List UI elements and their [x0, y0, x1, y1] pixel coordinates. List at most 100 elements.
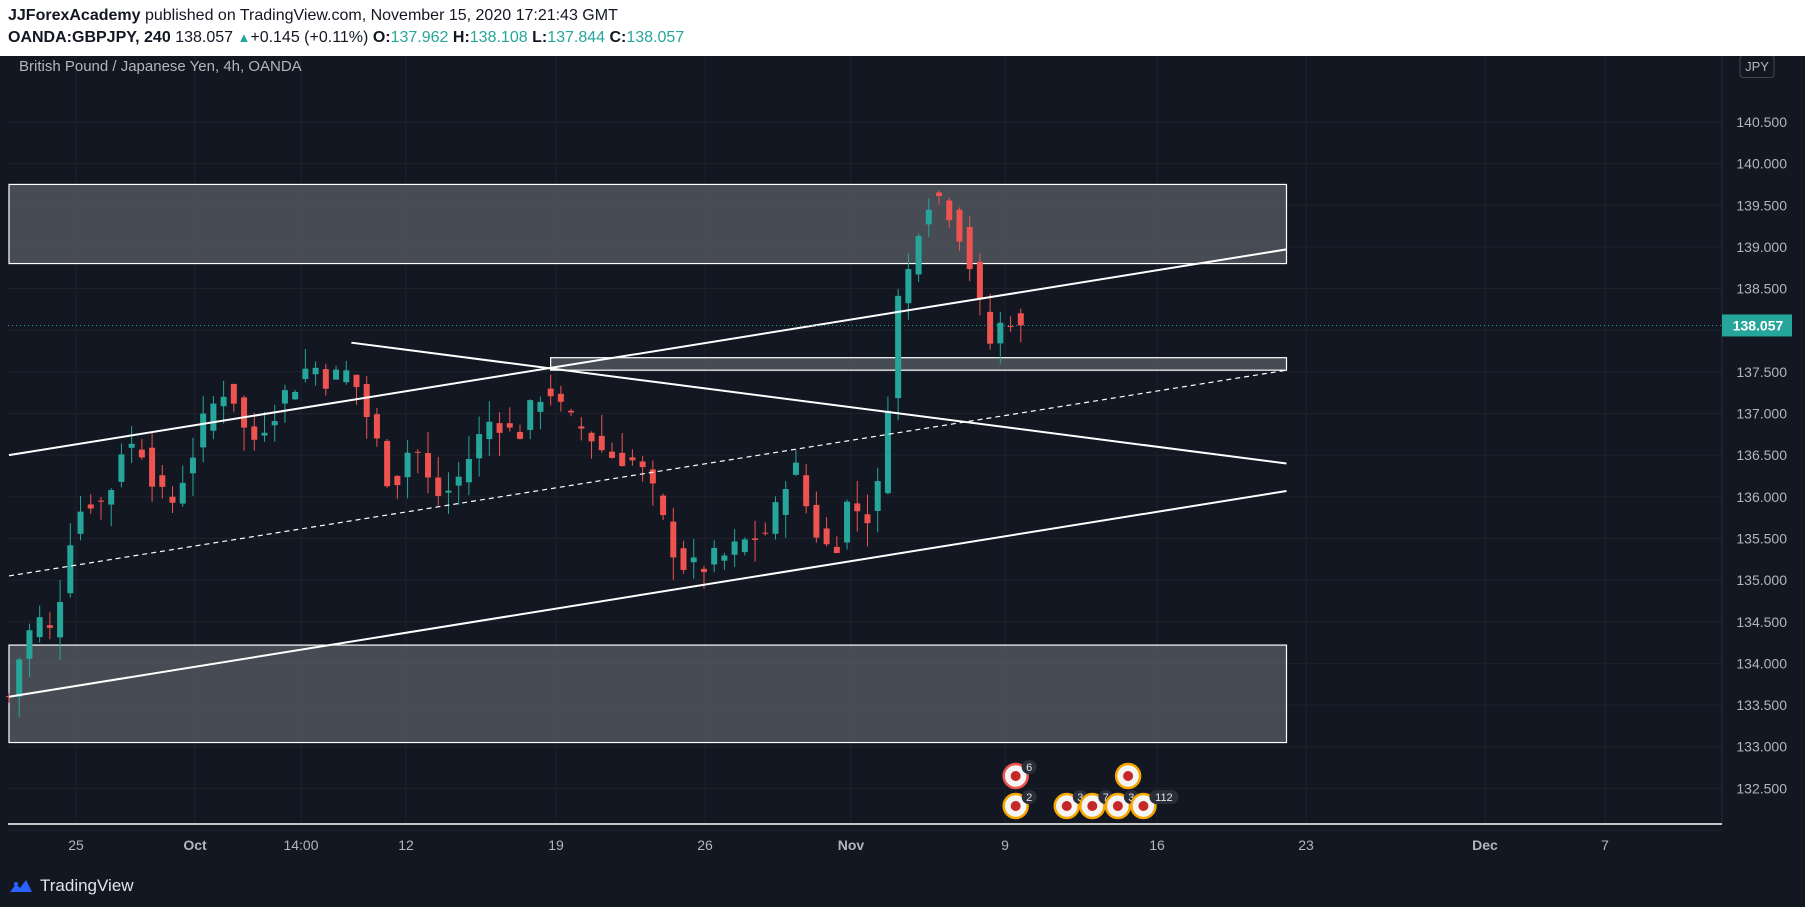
- candle: [57, 580, 64, 660]
- candle: [189, 437, 196, 496]
- candle-body: [946, 200, 953, 221]
- flag-center: [1138, 801, 1149, 811]
- author-name[interactable]: JJForexAcademy: [8, 7, 141, 24]
- candle-body: [629, 457, 636, 461]
- candle-body: [271, 421, 278, 426]
- candle: [77, 495, 84, 541]
- candle: [455, 461, 462, 506]
- candle-body: [118, 454, 125, 482]
- candle-body: [874, 481, 881, 511]
- candle: [108, 488, 115, 527]
- candle-body: [373, 414, 380, 439]
- candle: [997, 311, 1004, 364]
- candle: [711, 540, 718, 573]
- candle-body: [731, 541, 738, 555]
- candle-body: [772, 502, 779, 534]
- event-count-label: 112: [1155, 792, 1173, 804]
- candle: [823, 517, 830, 547]
- last-price: 138.057: [175, 29, 234, 46]
- currency-label: JPY: [1745, 59, 1769, 74]
- candle-body: [987, 311, 994, 344]
- candle: [373, 407, 380, 447]
- candle-body: [384, 440, 391, 487]
- candle-body: [404, 452, 411, 478]
- supply-demand-zones: [8, 183, 1288, 744]
- event-count-badge: [1021, 790, 1037, 804]
- last-price-tag-bg: [1722, 314, 1792, 337]
- tradingview-logo[interactable]: TradingView: [8, 876, 134, 896]
- candle-body: [854, 503, 861, 512]
- price-tick-label: 139.500: [1736, 197, 1787, 213]
- economic-event-marker: 3: [1104, 790, 1139, 820]
- candle-body: [108, 490, 115, 505]
- candle-body: [557, 393, 564, 402]
- candle: [925, 198, 932, 237]
- candle: [435, 456, 442, 506]
- zone-rect: [8, 644, 1288, 744]
- candle-body: [803, 475, 810, 507]
- candle: [496, 412, 503, 456]
- footer: TradingView: [0, 866, 1805, 907]
- candle: [557, 385, 564, 412]
- candle: [476, 416, 483, 477]
- candle: [608, 442, 615, 459]
- candle-body: [578, 426, 585, 429]
- currency-badge[interactable]: JPY: [1739, 56, 1775, 78]
- price-tick-label: 133.000: [1736, 739, 1787, 755]
- candle: [241, 395, 248, 451]
- candle: [1007, 316, 1014, 332]
- chart-area[interactable]: 140.500 140.000 139.500 139.000 138.500 138.0…: [0, 56, 1805, 866]
- low-value: 137.844: [547, 29, 606, 46]
- candle-body: [77, 511, 84, 534]
- candle: [976, 253, 983, 316]
- flag-center: [1112, 801, 1123, 811]
- last-price-tag: 138.057: [1722, 314, 1792, 337]
- candle-body: [792, 462, 799, 475]
- candle-body: [547, 388, 554, 397]
- price-tick-label: 137.000: [1736, 406, 1787, 422]
- candle: [404, 440, 411, 499]
- candle-body: [823, 528, 830, 545]
- candle: [159, 465, 166, 499]
- price-tick-label: 140.000: [1736, 156, 1787, 172]
- candle: [363, 376, 370, 439]
- candle: [721, 552, 728, 570]
- candle-body: [976, 261, 983, 298]
- price-chart[interactable]: 140.500 140.000 139.500 139.000 138.500 138.0…: [0, 56, 1805, 866]
- candle-body: [26, 630, 33, 659]
- candle: [251, 412, 258, 451]
- candle: [46, 612, 53, 640]
- candle-body: [537, 401, 544, 412]
- economic-event-marker: 7: [1079, 790, 1114, 820]
- candle: [936, 190, 943, 205]
- candle: [660, 493, 667, 520]
- published-text: published on TradingView.com, November 1…: [144, 7, 618, 24]
- candle: [261, 411, 268, 442]
- candle: [384, 438, 391, 488]
- candle-body: [281, 390, 288, 404]
- candle: [915, 233, 922, 283]
- candle: [752, 520, 759, 562]
- event-count-badge: [1021, 760, 1037, 774]
- event-markers: 6 2 3 7 3 112: [1002, 760, 1179, 820]
- candle: [649, 460, 656, 506]
- candle: [16, 657, 23, 718]
- candle-body: [711, 547, 718, 565]
- candle: [26, 623, 33, 677]
- candle: [394, 475, 401, 500]
- candle-body: [568, 410, 575, 413]
- candle-body: [690, 557, 697, 563]
- candle-body: [925, 209, 932, 225]
- candle-body: [752, 538, 759, 540]
- candle-body: [445, 490, 452, 493]
- candle-body: [292, 391, 299, 400]
- candle: [465, 436, 472, 496]
- candle-body: [639, 461, 646, 468]
- time-tick-label: 9: [1001, 837, 1009, 853]
- candle: [772, 496, 779, 540]
- publication-header: JJForexAcademy published on TradingView.…: [0, 0, 1805, 56]
- candle: [598, 414, 605, 453]
- candle: [281, 384, 288, 423]
- event-count-badge: [1149, 790, 1179, 804]
- chart-title: British Pound / Japanese Yen, 4h, OANDA: [19, 58, 302, 75]
